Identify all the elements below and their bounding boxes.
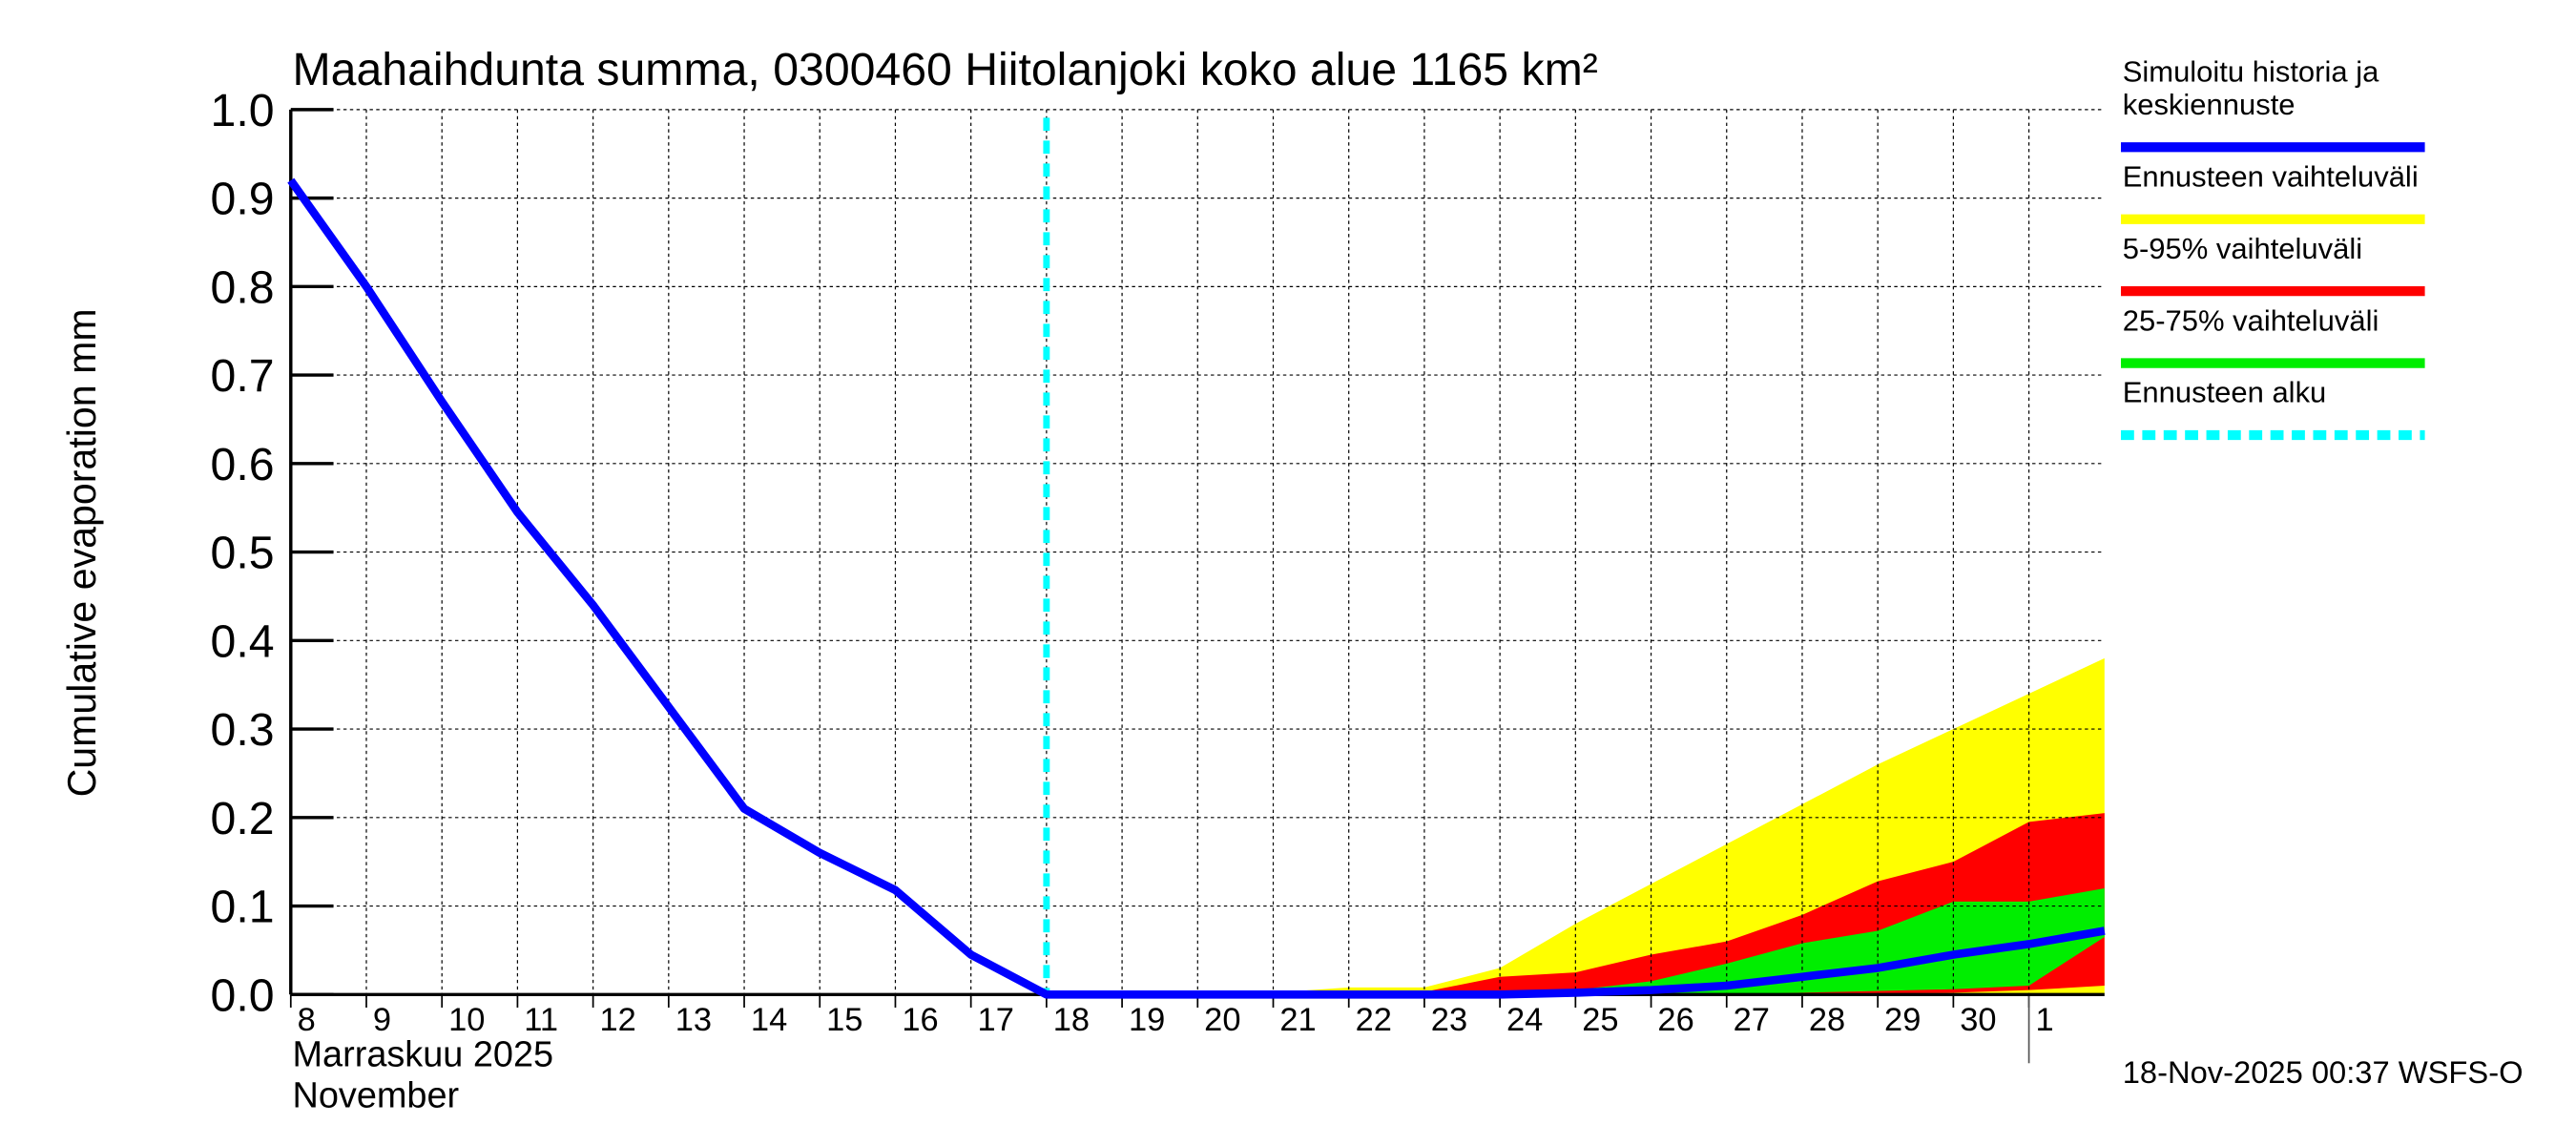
chart-title: Maahaihdunta summa, 0300460 Hiitolanjoki… <box>293 44 1598 95</box>
y-tick-label: 0.7 <box>211 350 275 402</box>
y-tick-label: 1.0 <box>211 85 275 136</box>
x-tick-label: 24 <box>1506 1002 1543 1038</box>
y-tick-label: 0.2 <box>211 793 275 844</box>
legend-label: Ennusteen vaihteluväli <box>2123 159 2419 193</box>
x-tick-label: 28 <box>1809 1002 1845 1038</box>
x-axis-month-fi: Marraskuu 2025 <box>293 1035 554 1075</box>
x-tick-label: 10 <box>448 1002 485 1038</box>
x-tick-label: 11 <box>524 1002 558 1038</box>
legend-label: Simuloitu historia ja <box>2123 55 2379 89</box>
x-tick-label: 23 <box>1431 1002 1467 1038</box>
y-tick-label: 0.8 <box>211 262 275 314</box>
x-axis-month-en: November <box>293 1076 460 1116</box>
y-tick-label: 0.4 <box>211 616 275 668</box>
band-2 <box>1046 887 2105 995</box>
x-tick-label: 12 <box>600 1002 636 1038</box>
mean-line <box>287 177 2106 999</box>
x-tick-label: 22 <box>1356 1002 1392 1038</box>
legend-label: 25-75% vaihteluväli <box>2123 303 2379 337</box>
x-tick-label: 20 <box>1204 1002 1240 1038</box>
y-axis-label: Cumulative evaporation mm <box>60 308 104 797</box>
y-tick-label: 0.0 <box>211 970 275 1022</box>
x-tick-label: 16 <box>902 1002 938 1038</box>
x-tick-label: 17 <box>978 1002 1014 1038</box>
legend-label: keskiennuste <box>2123 88 2296 121</box>
x-tick-label: 14 <box>751 1002 787 1038</box>
legend-label: Ennusteen alku <box>2123 376 2327 409</box>
legend-label: 5-95% vaihteluväli <box>2123 232 2362 265</box>
y-tick-label: 0.6 <box>211 439 275 490</box>
x-tick-label: 19 <box>1129 1002 1165 1038</box>
x-tick-label: 15 <box>826 1002 862 1038</box>
y-tick-label: 0.3 <box>211 704 275 756</box>
x-tick-label: 1 <box>2035 1002 2053 1038</box>
x-tick-label: 25 <box>1582 1002 1618 1038</box>
x-tick-label: 29 <box>1884 1002 1921 1038</box>
x-tick-label: 21 <box>1279 1002 1316 1038</box>
y-tick-label: 0.5 <box>211 528 275 579</box>
x-tick-label: 27 <box>1734 1002 1770 1038</box>
x-tick-label: 30 <box>1960 1002 1996 1038</box>
x-tick-label: 26 <box>1657 1002 1693 1038</box>
footer-timestamp: 18-Nov-2025 00:37 WSFS-O <box>2123 1054 2524 1090</box>
x-tick-label: 8 <box>298 1002 316 1038</box>
y-tick-label: 0.9 <box>211 174 275 225</box>
x-tick-label: 9 <box>373 1002 391 1038</box>
y-tick-label: 0.1 <box>211 882 275 933</box>
x-tick-label: 18 <box>1053 1002 1090 1038</box>
x-tick-label: 13 <box>675 1002 712 1038</box>
